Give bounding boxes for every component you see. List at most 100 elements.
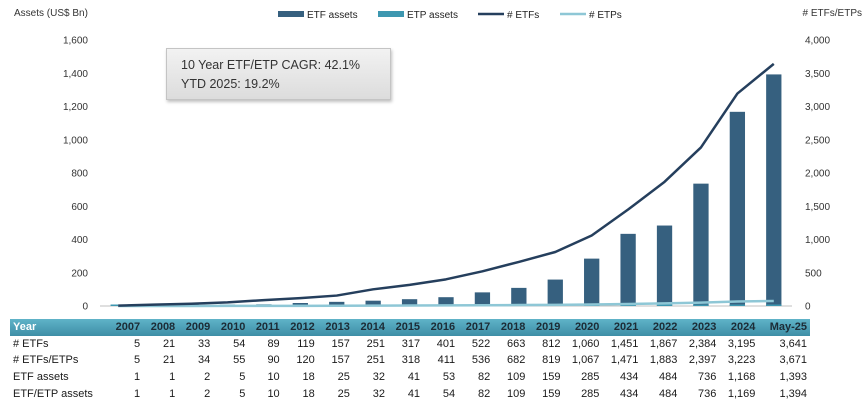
left-tick-label: 1,400 [63, 69, 88, 80]
table-cell: 89 [267, 337, 280, 350]
etf-assets-bar [584, 258, 600, 306]
etp-assets-bar [656, 304, 673, 306]
etp-assets-bar [620, 304, 636, 306]
etf-assets-bar [329, 301, 345, 306]
table-cell: 41 [407, 387, 421, 400]
table-cell: 3,223 [727, 354, 756, 367]
table-year-cell: 2007 [108, 319, 144, 336]
left-axis-title: Assets (US$ Bn) [14, 8, 88, 19]
table-cell: 55 [233, 354, 246, 367]
chart-legend: ETF assets ETP assets # ETFs # ETPs [278, 10, 622, 21]
table-year-cell: 2015 [387, 319, 424, 336]
table-cell: 119 [297, 337, 315, 350]
table-cell: 819 [542, 354, 561, 367]
table-cell: 522 [471, 337, 491, 350]
left-axis: Assets (US$ Bn) 0 200 400 600 800 1,000 1,200 1,… [14, 8, 792, 313]
table-cell: 157 [331, 337, 350, 350]
table-cell: 1,067 [571, 354, 600, 367]
table-cell: 54 [442, 387, 456, 400]
table-year-cell: 2011 [248, 319, 283, 336]
table-year-cell: 2019 [528, 319, 564, 336]
table-cell: 5 [133, 337, 141, 350]
etf-assets-bar [729, 111, 746, 306]
right-tick-label: 500 [805, 268, 822, 279]
assets-chart: ETF assets ETP assets # ETFs # ETPs Assets … [14, 8, 862, 313]
table-cell: 34 [198, 354, 211, 367]
callout-ytd-text: YTD 2025: 19.2% [181, 77, 280, 91]
etf-assets-bar [547, 279, 563, 306]
table-cell: 318 [401, 354, 421, 367]
table-year-cell: 2010 [213, 319, 249, 336]
etf-assets-bar [511, 287, 527, 306]
etf-assets-bar [656, 225, 673, 306]
left-tick-label: 1,200 [63, 102, 88, 113]
table-cell: 411 [437, 354, 456, 367]
table-cell: 18 [302, 387, 315, 400]
right-tick-label: 1,500 [805, 202, 830, 213]
left-tick-label: 400 [71, 235, 88, 246]
table-row-label: ETF/ETP assets [13, 387, 93, 400]
table-cell: 434 [620, 387, 639, 400]
table-cell: 285 [581, 387, 600, 400]
table-cell: 1 [133, 387, 141, 400]
table-cell: 53 [442, 371, 456, 384]
table-cell: 21 [162, 354, 176, 367]
table-cell: 1,867 [649, 337, 678, 350]
table-cell: 54 [233, 337, 246, 350]
table-cell: 3,195 [727, 337, 756, 350]
table-cell: 25 [337, 371, 350, 384]
table-cell: 285 [581, 371, 600, 384]
table-cell: 317 [401, 337, 421, 350]
right-tick-label: 2,500 [805, 135, 830, 146]
right-tick-label: 3,000 [805, 102, 830, 113]
table-cell: 120 [296, 354, 315, 367]
table-year-cell: 2021 [602, 319, 642, 336]
left-tick-label: 1,600 [63, 36, 88, 47]
table-cell: 1,393 [779, 371, 807, 384]
right-tick-label: 2,000 [805, 169, 830, 180]
etf-assets-bar [365, 300, 381, 306]
table-row: # ETFs/ETPs 5 21 34 55 90 120 157 251 318 411 536 68… [10, 352, 810, 369]
table-cell: 82 [478, 387, 491, 400]
table-year-cell: 2014 [352, 319, 388, 336]
table-cell: 5 [239, 387, 246, 400]
left-tick-label: 800 [71, 169, 88, 180]
table-cell: 10 [267, 387, 280, 400]
table-year-cell: 2016 [423, 319, 459, 336]
table-cell: 401 [436, 337, 456, 350]
right-tick-label: 0 [805, 302, 811, 313]
callout-cagr-text: 10 Year ETF/ETP CAGR: 42.1% [181, 58, 361, 72]
legend-label: # ETFs [507, 10, 539, 21]
etp-assets-bar [693, 304, 709, 306]
table-cell: 1 [169, 387, 176, 400]
table-row-label: # ETFs/ETPs [13, 354, 79, 367]
table-year-cell: May-25 [758, 319, 810, 336]
legend-swatch [378, 11, 404, 17]
table-cell: 1 [169, 371, 176, 384]
table-year-cell: 2020 [563, 319, 603, 336]
table-cell: 82 [478, 371, 491, 384]
table-year-cell: 2013 [317, 319, 353, 336]
etp-assets-bar [766, 304, 782, 306]
left-tick-label: 600 [71, 202, 88, 213]
table-cell: 682 [506, 354, 526, 367]
table-cell: 2,384 [688, 337, 717, 350]
legend-label: ETF assets [307, 10, 358, 21]
table-cell: 736 [698, 387, 717, 400]
right-axis-title: # ETFs/ETPs [803, 8, 862, 19]
table-cell: 10 [267, 371, 280, 384]
legend-label: # ETPs [589, 10, 622, 21]
table-row: ETF assets 1 1 2 5 10 18 25 32 41 53 82 109 159 285 434… [10, 369, 810, 386]
etf-assets-bar [438, 297, 454, 306]
table-row-label: ETF assets [13, 371, 69, 384]
table-cell: 2 [204, 371, 211, 384]
table-cell: 812 [542, 337, 561, 350]
left-tick-label: 200 [71, 268, 88, 279]
table-cell: 1 [133, 371, 141, 384]
table-cell: 159 [542, 371, 561, 384]
table-cell: 1,060 [571, 337, 600, 350]
left-tick-label: 0 [82, 302, 88, 313]
table-cell: 536 [471, 354, 491, 367]
etf-assets-bar [474, 292, 491, 306]
table-year-cell: 2023 [680, 319, 720, 336]
